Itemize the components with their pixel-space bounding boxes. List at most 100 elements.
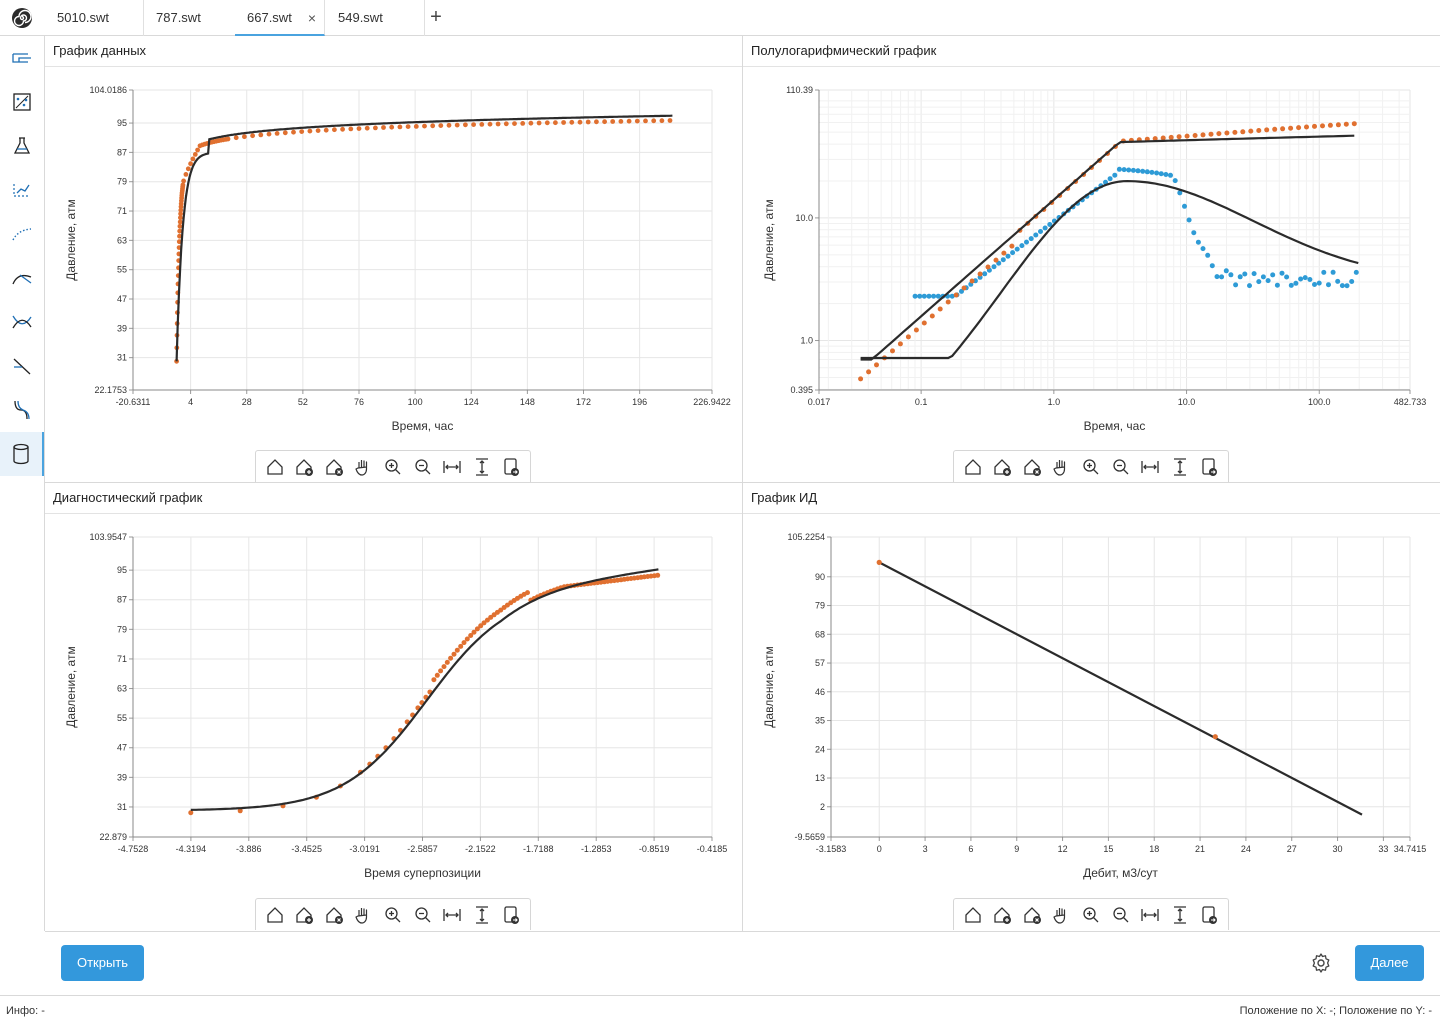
app-logo[interactable]: [0, 0, 44, 36]
sidebar-item-6[interactable]: [0, 256, 44, 300]
derivative-point: [1010, 250, 1016, 256]
horizontal-divider[interactable]: [45, 482, 1440, 483]
home-remove-button[interactable]: [1019, 902, 1045, 928]
sidebar-item-9[interactable]: [0, 388, 44, 432]
export-button[interactable]: [498, 902, 524, 928]
zoom-out-button[interactable]: [410, 902, 436, 928]
home-button[interactable]: [262, 454, 288, 480]
zoom-in-button[interactable]: [380, 454, 406, 480]
pan-button[interactable]: [350, 454, 376, 480]
derivative-point-series: [912, 166, 1359, 299]
pressure-point: [1160, 135, 1166, 141]
home-remove-button[interactable]: [1019, 454, 1045, 480]
export-button[interactable]: [1196, 902, 1222, 928]
y-tick-label: 31: [117, 353, 127, 363]
home-button[interactable]: [960, 454, 986, 480]
pressure-point: [1184, 133, 1190, 139]
settings-button[interactable]: [1309, 951, 1333, 975]
pressure-point: [1200, 132, 1206, 138]
home-remove-button[interactable]: [321, 902, 347, 928]
id-chart[interactable]: -3.1583 0 3 6 9 12 15 18 21 24 27 30 33 34.7415 -9.565…: [743, 514, 1440, 898]
sidebar-item-7[interactable]: [0, 300, 44, 344]
fit-width-button[interactable]: [1137, 902, 1163, 928]
pan-button[interactable]: [1048, 902, 1074, 928]
fit-height-button[interactable]: [469, 902, 495, 928]
fit-width-button[interactable]: [439, 454, 465, 480]
semilog-chart-panel: Полулогарифмический график 0.017 0.1 1.0 10…: [743, 36, 1440, 482]
derivative-point: [1205, 252, 1211, 258]
measured-point: [577, 119, 583, 125]
semilog-chart[interactable]: 0.017 0.1 1.0 10.0 100.0 482.733 0.395 1.0 10.0 1…: [743, 67, 1440, 451]
derivative-point: [1024, 239, 1029, 245]
fit-height-button[interactable]: [1167, 454, 1193, 480]
diagnostic-chart[interactable]: -4.7528 -4.3194 -3.886 -3.4525 -3.0191 -2.585…: [45, 514, 742, 898]
x-tick-label: -3.4525: [291, 844, 322, 854]
x-tick-label: 482.733: [1394, 397, 1427, 407]
export-icon: [504, 905, 520, 924]
panel-title: Полулогарифмический график: [751, 43, 937, 58]
measured-point: [463, 122, 468, 128]
zoom-in-button[interactable]: [380, 902, 406, 928]
export-icon: [1202, 457, 1218, 476]
next-button[interactable]: Далее: [1355, 945, 1424, 981]
tool-1-icon: [12, 53, 31, 63]
zoom-out-button[interactable]: [1108, 454, 1134, 480]
home-add-button[interactable]: [291, 454, 317, 480]
zoom-in-button[interactable]: [1078, 454, 1104, 480]
pan-button[interactable]: [350, 902, 376, 928]
panel-title: График ИД: [751, 490, 818, 505]
measured-point: [242, 134, 247, 140]
tab-667[interactable]: 667.swt ×: [235, 0, 325, 36]
id-chart-panel: График ИД -3.1583 0 3 6 9 12 15 18 21 24 27 30 33 34.…: [743, 483, 1440, 931]
vertical-divider[interactable]: [742, 36, 743, 931]
panel-divider: [743, 513, 1440, 514]
sidebar-item-8[interactable]: [0, 344, 44, 388]
derivative-point: [1247, 283, 1252, 289]
home-add-button[interactable]: [989, 454, 1015, 480]
fit-width-button[interactable]: [1137, 454, 1163, 480]
sidebar-item-5[interactable]: [0, 212, 44, 256]
fit-width-button[interactable]: [439, 902, 465, 928]
derivative-point: [1330, 269, 1336, 275]
export-button[interactable]: [498, 454, 524, 480]
home-add-button[interactable]: [989, 902, 1015, 928]
tab-787[interactable]: 787.swt: [144, 0, 243, 36]
x-tick-label: 33: [1378, 844, 1388, 854]
y-tick-label: 0.395: [790, 385, 813, 395]
measured-point: [177, 233, 182, 239]
home-button[interactable]: [960, 902, 986, 928]
home-add-button[interactable]: [291, 902, 317, 928]
zoom-out-button[interactable]: [410, 454, 436, 480]
sidebar-item-1[interactable]: [0, 36, 44, 80]
measured-point: [397, 124, 403, 130]
sidebar-item-4[interactable]: [0, 168, 44, 212]
open-button[interactable]: Открыть: [61, 945, 144, 981]
sidebar-item-2[interactable]: [0, 80, 44, 124]
measured-point: [479, 122, 485, 127]
pan-button[interactable]: [1048, 454, 1074, 480]
data-chart[interactable]: -20.6311 4 28 52 76 100 124 148 172 196 226.9422 22…: [45, 67, 742, 451]
fit-width-icon: [443, 460, 461, 473]
measured-point: [431, 677, 437, 683]
export-button[interactable]: [1196, 454, 1222, 480]
add-tab-button[interactable]: +: [430, 6, 442, 28]
tab-5010[interactable]: 5010.swt: [45, 0, 144, 36]
pressure-point: [1232, 129, 1238, 135]
sidebar-item-10[interactable]: [0, 432, 44, 476]
close-icon[interactable]: ×: [307, 10, 316, 26]
home-remove-button[interactable]: [321, 454, 347, 480]
home-remove-icon: [326, 906, 343, 924]
zoom-out-button[interactable]: [1108, 902, 1134, 928]
pressure-point: [937, 306, 943, 312]
derivative-point: [982, 271, 988, 277]
sidebar-item-3[interactable]: [0, 124, 44, 168]
y-tick-label: 35: [815, 716, 825, 726]
zoom-in-button[interactable]: [1078, 902, 1104, 928]
x-tick-label: 172: [576, 397, 591, 407]
x-tick-label: -2.5857: [407, 844, 438, 854]
derivative-point: [1126, 167, 1132, 173]
fit-height-button[interactable]: [1167, 902, 1193, 928]
tab-549[interactable]: 549.swt: [326, 0, 425, 36]
home-button[interactable]: [262, 902, 288, 928]
fit-height-button[interactable]: [469, 454, 495, 480]
